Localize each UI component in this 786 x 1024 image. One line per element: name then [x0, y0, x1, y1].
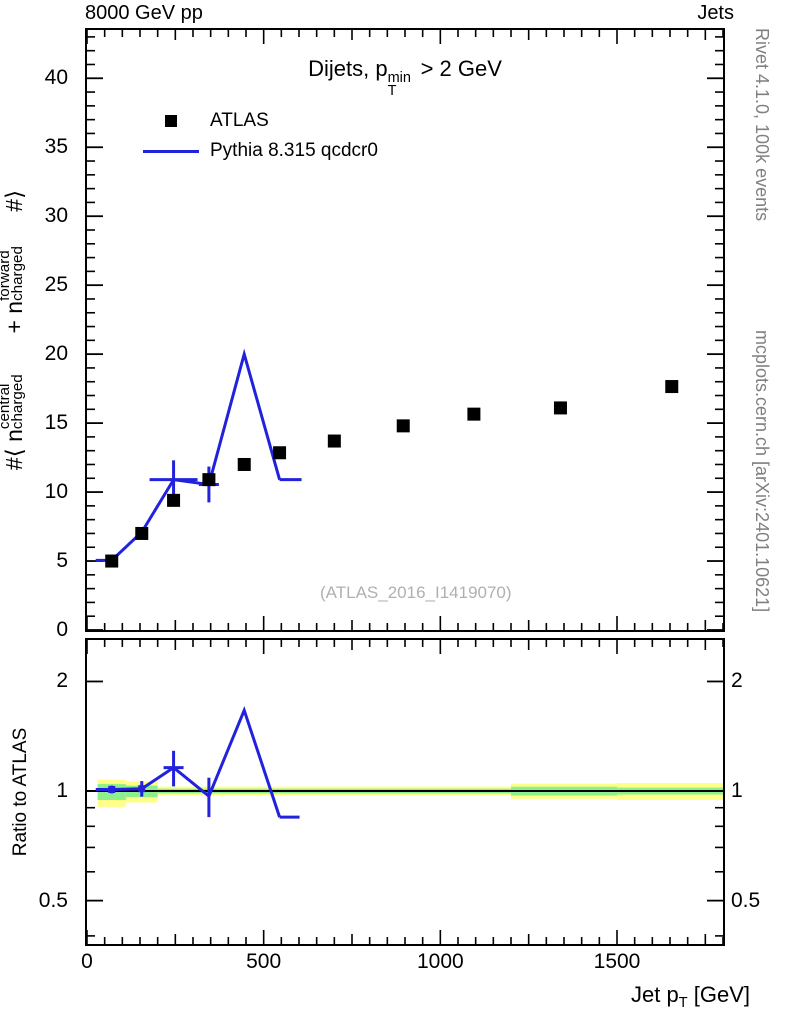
legend-item-atlas[interactable]: ATLAS [140, 106, 378, 136]
y-axis-ratio-tick-left-0.5: 0.5 [38, 888, 68, 912]
x-axis-tick-labels: 0 500 1000 1500 [0, 950, 786, 980]
x-axis-title-prefix: Jet p [631, 982, 679, 1007]
plot-title: Dijets, p T min > 2 GeV [85, 56, 725, 99]
y-axis-main-tick-25: 25 [44, 273, 68, 297]
x-axis-tick-0: 0 [81, 950, 93, 973]
legend-line-icon [140, 149, 202, 153]
mcplots-source-note: mcplots.cern.ch [arXiv:2401.10621] [752, 330, 772, 613]
y-axis-ratio-tick-labels-left: 0.5 1 2 [0, 638, 78, 946]
ratio-plot-canvas [86, 640, 724, 944]
y-axis-ratio-tick-right-1: 1 [731, 779, 743, 803]
legend: ATLAS Pythia 8.315 qcdcr0 [140, 106, 378, 166]
data-marker [467, 407, 481, 421]
header-analysis-category: Jets [697, 2, 734, 24]
rivet-version-note: Rivet 4.1.0, 100k events [752, 28, 772, 222]
y-axis-main-tick-30: 30 [44, 204, 68, 228]
y-axis-main-tick-40: 40 [44, 66, 68, 90]
data-marker [105, 554, 119, 568]
x-axis-tick-500: 500 [246, 950, 282, 973]
x-axis-title: Jet pT [GeV] [631, 982, 750, 1012]
plot-title-suffix: > 2 GeV [420, 56, 502, 81]
x-axis-tick-1000: 1000 [416, 950, 464, 973]
plot-title-sup: min [387, 69, 411, 86]
header-collision-energy: 8000 GeV pp [85, 2, 203, 24]
x-axis-title-suffix: [GeV] [693, 982, 750, 1007]
y-axis-ratio-tick-left-2: 2 [56, 669, 68, 693]
plot-title-prefix: Dijets, p [308, 56, 388, 81]
y-axis-main-title-text: #⟨ n charged central + n charged forward #⟩ [0, 189, 27, 471]
data-marker [237, 457, 251, 471]
y-axis-main-tick-15: 15 [44, 411, 68, 435]
y-axis-ratio-title-text: Ratio to ATLAS [10, 727, 31, 857]
main-plot-canvas [86, 30, 724, 631]
data-marker [327, 434, 341, 448]
plot-title-sub: T [387, 82, 397, 99]
data-marker [167, 493, 181, 507]
main-plot-panel [85, 28, 725, 632]
y-axis-main-title: #⟨ n charged central + n charged forward #⟩ [0, 28, 28, 632]
y-axis-ratio-title: Ratio to ATLAS [8, 638, 34, 946]
data-marker [202, 473, 216, 487]
data-marker [135, 526, 149, 540]
y-axis-main-tick-35: 35 [44, 135, 68, 159]
y-axis-main-tick-20: 20 [44, 342, 68, 366]
legend-item-pythia[interactable]: Pythia 8.315 qcdcr0 [140, 136, 378, 166]
legend-marker-square-icon [140, 115, 202, 127]
y-axis-main-tick-10: 10 [44, 480, 68, 504]
x-axis-title-sub: T [678, 995, 688, 1012]
data-marker [396, 419, 410, 433]
y-axis-ratio-tick-right-0.5: 0.5 [731, 888, 761, 912]
y-axis-ratio-tick-left-1: 1 [56, 779, 68, 803]
ratio-plot-panel [85, 638, 725, 946]
y-axis-main-tick-0: 0 [56, 618, 68, 641]
x-axis-tick-1500: 1500 [593, 950, 641, 973]
y-axis-main-tick-5: 5 [56, 549, 68, 573]
analysis-id-watermark: (ATLAS_2016_I1419070) [320, 583, 512, 602]
legend-label-atlas: ATLAS [210, 110, 269, 131]
legend-label-pythia: Pythia 8.315 qcdcr0 [210, 140, 378, 161]
y-axis-ratio-tick-labels-right: 0.5 1 2 [731, 638, 786, 946]
data-marker [553, 401, 567, 415]
data-marker [665, 380, 679, 394]
y-axis-main-tick-labels: 0 5 10 15 20 25 30 35 40 [0, 28, 78, 641]
y-axis-ratio-tick-right-2: 2 [731, 669, 743, 693]
data-marker [273, 446, 287, 460]
